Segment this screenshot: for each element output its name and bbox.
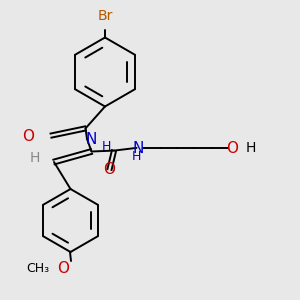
Text: N: N bbox=[86, 132, 97, 147]
Text: O: O bbox=[22, 129, 34, 144]
Text: H: H bbox=[102, 140, 111, 154]
Text: CH₃: CH₃ bbox=[26, 262, 50, 275]
Text: H: H bbox=[246, 142, 256, 155]
Text: Br: Br bbox=[97, 8, 113, 22]
Text: H: H bbox=[132, 149, 141, 163]
Text: O: O bbox=[103, 162, 116, 177]
Text: O: O bbox=[226, 141, 238, 156]
Text: H: H bbox=[29, 151, 40, 164]
Text: O: O bbox=[57, 261, 69, 276]
Text: N: N bbox=[132, 141, 144, 156]
